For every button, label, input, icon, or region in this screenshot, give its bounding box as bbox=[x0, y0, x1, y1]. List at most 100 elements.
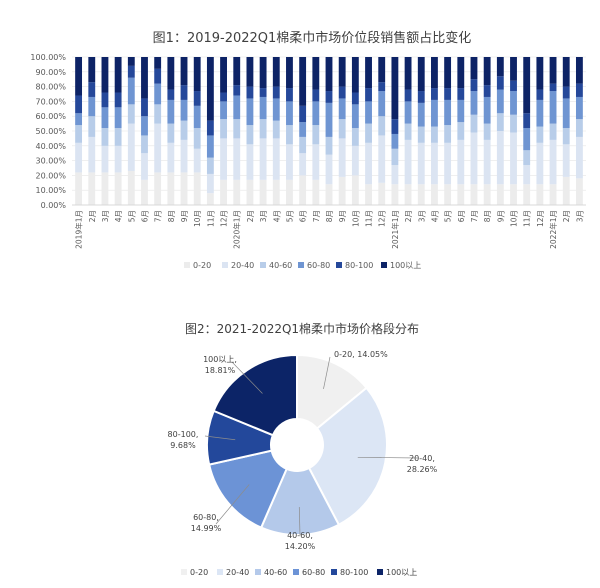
bar-segment bbox=[391, 119, 399, 134]
bar-segment bbox=[575, 57, 583, 84]
bar-segment bbox=[365, 101, 372, 124]
x-tick-label: 9月 bbox=[496, 210, 505, 222]
x-tick-label: 2022年1月 bbox=[548, 210, 558, 249]
bar-segment bbox=[457, 184, 465, 205]
bar-segment bbox=[272, 138, 280, 180]
bar-segment bbox=[154, 83, 162, 105]
bar-segment bbox=[114, 92, 122, 108]
x-tick-label: 9月 bbox=[338, 210, 347, 222]
bar-segment bbox=[470, 57, 478, 80]
x-tick-label: 2月 bbox=[562, 210, 571, 222]
x-tick-label: 6月 bbox=[457, 210, 466, 222]
x-tick-label: 7月 bbox=[154, 210, 163, 222]
bar-segment bbox=[365, 57, 372, 89]
bar-segment bbox=[470, 114, 478, 133]
bar-segment bbox=[378, 91, 386, 117]
bar-segment bbox=[457, 57, 465, 89]
bar-segment bbox=[536, 99, 544, 127]
bar-segment bbox=[444, 57, 452, 89]
legend-swatch bbox=[336, 262, 342, 268]
donut-chart-title: 图2：2021-2022Q1棉柔巾市场价格段分布 bbox=[185, 321, 419, 336]
legend-swatch bbox=[298, 262, 304, 268]
bar-segment bbox=[141, 116, 148, 136]
bar-segment bbox=[88, 172, 96, 205]
legend-label: 100以上 bbox=[386, 568, 417, 577]
donut-data-label: 14.99% bbox=[191, 524, 222, 533]
bar-segment bbox=[365, 184, 372, 205]
bar-segment bbox=[417, 57, 425, 92]
bar-segment bbox=[338, 138, 346, 177]
legend-swatch bbox=[381, 262, 387, 268]
bar-segment bbox=[470, 79, 478, 92]
bar-segment bbox=[378, 116, 386, 136]
bar-segment bbox=[549, 83, 557, 92]
bar-segment bbox=[272, 57, 280, 87]
x-tick-label: 3月 bbox=[417, 210, 426, 222]
bar-segment bbox=[338, 176, 346, 205]
x-tick-label: 4月 bbox=[430, 210, 439, 222]
bar-segment bbox=[127, 65, 135, 78]
bar-segment bbox=[246, 86, 254, 99]
bar-segment bbox=[470, 184, 478, 205]
bar-segment bbox=[206, 173, 214, 194]
bar-segment bbox=[496, 131, 504, 185]
bar-segment bbox=[246, 144, 254, 180]
bar-segment bbox=[325, 57, 333, 92]
bar-segment bbox=[193, 105, 201, 129]
bar-segment bbox=[417, 91, 425, 103]
bar-segment bbox=[88, 96, 96, 117]
bar-segment bbox=[272, 86, 280, 99]
bar-segment bbox=[88, 82, 96, 97]
legend-label: 20-40 bbox=[231, 261, 254, 270]
bar-segment bbox=[75, 142, 83, 173]
bar-segment bbox=[259, 119, 267, 139]
bar-segment bbox=[141, 153, 148, 180]
bar-segment bbox=[154, 123, 162, 173]
y-tick-label: 50.00% bbox=[35, 127, 66, 136]
x-tick-label: 2019年1月 bbox=[74, 210, 84, 249]
bar-segment bbox=[444, 142, 452, 185]
x-tick-label: 10月 bbox=[351, 210, 360, 227]
bar-chart-title: 图1：2019-2022Q1棉柔巾市场价位段销售额占比变化 bbox=[153, 30, 472, 46]
donut-slice bbox=[207, 449, 288, 529]
bar-segment bbox=[338, 119, 346, 139]
bar-segment bbox=[351, 145, 359, 176]
legend-swatch bbox=[331, 569, 337, 575]
bar-segment bbox=[391, 148, 399, 166]
bar-segment bbox=[404, 139, 412, 185]
bar-segment bbox=[536, 57, 544, 90]
legend-label: 0-20 bbox=[190, 568, 208, 577]
bar-segment bbox=[193, 128, 201, 149]
bar-segment bbox=[180, 120, 188, 140]
bar-segment bbox=[75, 57, 83, 96]
bar-segment bbox=[286, 179, 293, 205]
legend-swatch bbox=[293, 569, 299, 575]
legend-label: 80-100 bbox=[340, 568, 368, 577]
bar-segment bbox=[496, 113, 504, 131]
y-tick-label: 80.00% bbox=[35, 83, 66, 92]
donut-data-label: 18.81% bbox=[205, 366, 236, 375]
bar-segment bbox=[523, 128, 531, 151]
y-tick-label: 100.00% bbox=[30, 53, 66, 62]
x-tick-label: 4月 bbox=[272, 210, 281, 222]
bar-segment bbox=[167, 99, 175, 124]
bar-segment bbox=[101, 145, 109, 173]
x-tick-label: 2月 bbox=[404, 210, 413, 222]
legend-label: 60-80 bbox=[307, 261, 330, 270]
bar-segment bbox=[496, 89, 504, 114]
bar-segment bbox=[154, 57, 162, 69]
bar-segment bbox=[351, 128, 359, 146]
bar-segment bbox=[75, 125, 83, 143]
bar-segment bbox=[549, 57, 557, 84]
bar-segment bbox=[259, 96, 267, 120]
bar-segment bbox=[286, 144, 293, 180]
bar-segment bbox=[114, 128, 122, 146]
bar-segment bbox=[220, 92, 227, 102]
bar-segment bbox=[431, 88, 438, 100]
legend-swatch bbox=[217, 569, 223, 575]
bar-segment bbox=[154, 68, 162, 84]
bar-segment bbox=[127, 170, 135, 205]
legend-swatch bbox=[222, 262, 228, 268]
